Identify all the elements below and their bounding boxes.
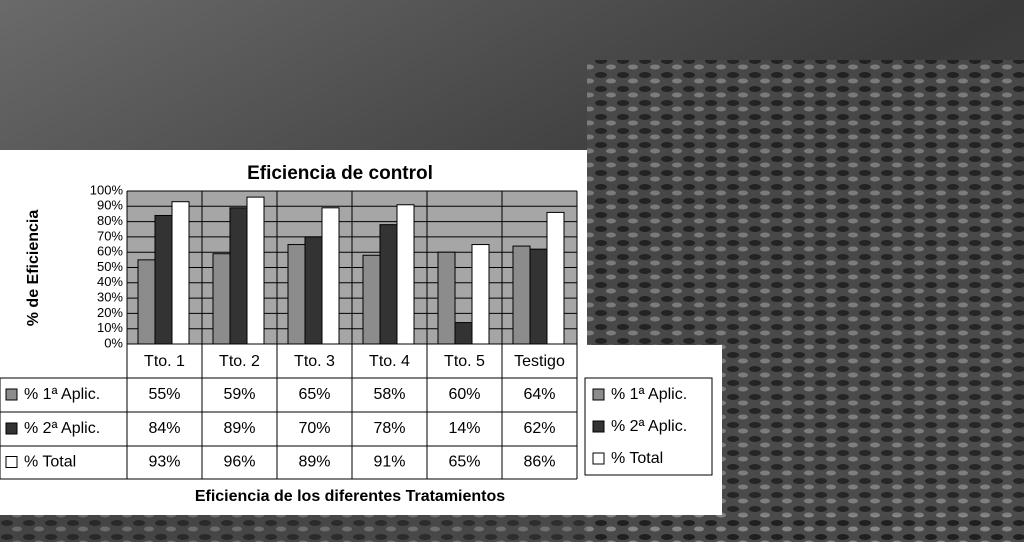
table-cell: 91%	[373, 454, 405, 471]
bar	[229, 207, 248, 345]
table-cell: 14%	[448, 420, 480, 437]
table-cell: 55%	[148, 386, 180, 403]
bar	[396, 204, 415, 345]
bar	[212, 253, 231, 345]
chart-title: Eficiencia de control	[247, 163, 433, 184]
table-cell: 96%	[223, 454, 255, 471]
table-cell: 84%	[148, 420, 180, 437]
table-cell: 65%	[448, 454, 480, 471]
table-cell: 70%	[298, 420, 330, 437]
legend-box	[584, 377, 713, 476]
y-axis-label: % de Eficiencia	[25, 210, 42, 327]
table-row-header: % 1ª Aplic.	[24, 386, 100, 403]
bar	[321, 207, 340, 345]
bar	[437, 251, 456, 345]
table-cell: 89%	[298, 454, 330, 471]
x-tick-label: Tto. 5	[444, 353, 485, 370]
table-cell: 62%	[523, 420, 555, 437]
legend-label: % 1ª Aplic.	[611, 386, 687, 403]
table-cell: 59%	[223, 386, 255, 403]
table-cell: 60%	[448, 386, 480, 403]
y-tick-label: 40%	[97, 274, 123, 289]
bar	[454, 322, 473, 345]
table-row-header: % 2ª Aplic.	[24, 420, 100, 437]
y-tick-label: 10%	[97, 320, 123, 335]
x-tick-label: Tto. 4	[369, 353, 410, 370]
x-tick-label: Tto. 1	[144, 353, 185, 370]
table-row-header: % Total	[24, 454, 76, 471]
y-tick-label: 30%	[97, 290, 123, 305]
legend-swatch	[5, 456, 18, 468]
bar	[154, 214, 173, 345]
table-cell: 89%	[223, 420, 255, 437]
y-tick-label: 100%	[90, 182, 124, 197]
bar	[362, 254, 381, 345]
x-tick-label: Tto. 2	[219, 353, 260, 370]
table-cell: 93%	[148, 454, 180, 471]
bar	[546, 211, 565, 345]
legend-swatch	[5, 422, 18, 435]
bar	[287, 244, 306, 345]
x-tick-label: Testigo	[514, 353, 565, 370]
x-tick-label: Tto. 3	[294, 353, 335, 370]
y-tick-label: 20%	[97, 305, 123, 320]
y-tick-label: 70%	[97, 228, 123, 243]
table-cell: 78%	[373, 420, 405, 437]
y-tick-label: 80%	[97, 213, 123, 228]
legend-label: % Total	[611, 450, 663, 467]
photo-bees	[0, 515, 1024, 542]
legend-label: % 2ª Aplic.	[611, 418, 687, 435]
legend-swatch	[592, 452, 605, 465]
y-tick-label: 50%	[97, 259, 123, 274]
bar	[379, 224, 398, 345]
table-cell: 58%	[373, 386, 405, 403]
y-tick-label: 90%	[97, 198, 123, 213]
bar	[246, 196, 265, 345]
bar	[471, 244, 490, 345]
bar	[529, 248, 548, 345]
bar	[137, 259, 156, 345]
x-axis-label: Eficiencia de los diferentes Tratamiento…	[195, 488, 505, 505]
y-tick-label: 0%	[104, 335, 123, 350]
table-cell: 64%	[523, 386, 555, 403]
table-cell: 86%	[523, 454, 555, 471]
bar	[304, 236, 323, 345]
table-cell: 65%	[298, 386, 330, 403]
y-tick-label: 60%	[97, 244, 123, 259]
bar	[171, 201, 190, 345]
legend-swatch	[592, 420, 605, 433]
legend-swatch	[5, 388, 18, 401]
legend-swatch	[592, 388, 605, 401]
bar	[512, 245, 531, 345]
